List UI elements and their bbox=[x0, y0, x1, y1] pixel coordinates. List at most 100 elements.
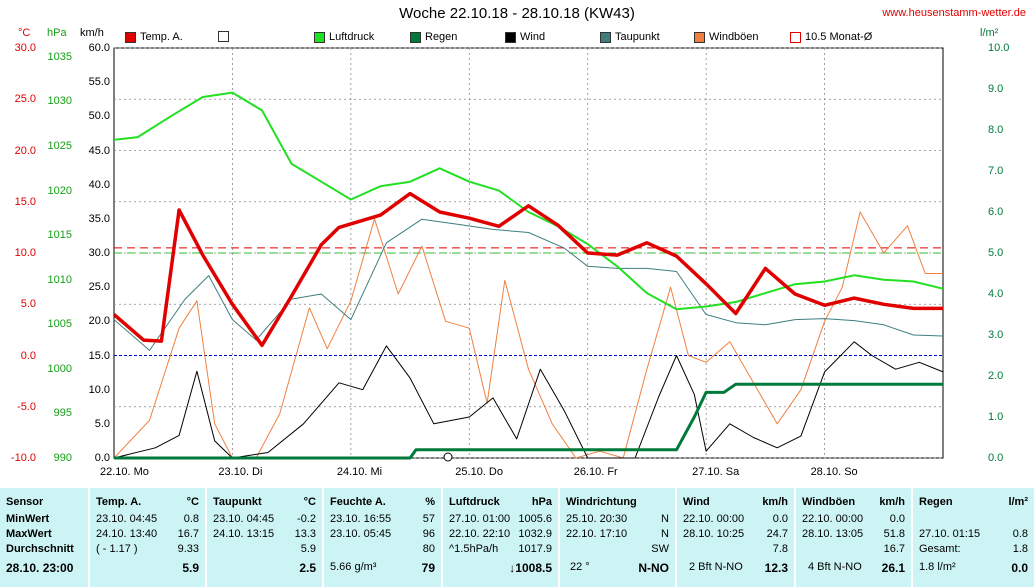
temp-tick-label: -10.0 bbox=[10, 452, 36, 464]
stats-wind-max: 28.10. 10:25 24.7 bbox=[683, 528, 788, 540]
stats-wind-column: Wind km/h 22.10. 00:00 0.0 28.10. 10:25 24.… bbox=[677, 488, 794, 587]
pressure-tick-label: 1020 bbox=[47, 184, 72, 197]
legend-item bbox=[218, 31, 233, 42]
pressure-tick-label: 1035 bbox=[47, 50, 72, 63]
stats-separator bbox=[794, 488, 796, 587]
stats-dew-min: 23.10. 04:45 -0.2 bbox=[213, 513, 316, 525]
stats-header-gust: Windböen km/h bbox=[802, 496, 905, 508]
stats-pressure-column: Luftdruck hPa 27.10. 01:00 1005.6 22.10. 2… bbox=[443, 488, 558, 587]
rain-tick-label: 6.0 bbox=[988, 206, 1004, 218]
stats-gust-min: 22.10. 00:00 0.0 bbox=[802, 513, 905, 525]
stats-gust-max: 28.10. 13:05 51.8 bbox=[802, 528, 905, 540]
legend-item: Regen bbox=[410, 31, 457, 43]
stats-separator bbox=[675, 488, 677, 587]
x-day-label: 22.10. Mo bbox=[100, 466, 149, 478]
stats-humidity-column: Feuchte A.% 23.10. 16:55 57 23.10. 05:45 9… bbox=[324, 488, 441, 587]
stats-dew-column: Taupunkt °C 23.10. 04:45 -0.2 24.10. 13:15… bbox=[207, 488, 322, 587]
stats-winddir-current: 22 ° N-NO bbox=[570, 561, 669, 575]
legend-label: Windböen bbox=[709, 31, 759, 43]
stats-hum-max: 23.10. 05:45 96 bbox=[330, 528, 435, 540]
x-day-label: 24.10. Mi bbox=[336, 466, 383, 478]
pressure-tick-label: 1015 bbox=[47, 229, 72, 242]
stats-temp-avg: ( - 1.17 ) 9.33 bbox=[96, 543, 199, 555]
stats-separator bbox=[205, 488, 207, 587]
stats-header-winddir: Windrichtung bbox=[566, 496, 637, 508]
stats-hum-min: 23.10. 16:55 57 bbox=[330, 513, 435, 525]
legend-item: Temp. A. bbox=[125, 31, 183, 43]
wind-tick-label: 5.0 bbox=[94, 417, 110, 430]
site-link[interactable]: www.heusenstamm-wetter.de bbox=[882, 7, 1026, 19]
x-day-label: 28.10. So bbox=[810, 466, 858, 478]
stats-header-sensor: Sensor bbox=[6, 496, 44, 508]
stats-separator bbox=[558, 488, 560, 587]
pressure-series-line bbox=[113, 91, 944, 311]
pressure-tick-label: 995 bbox=[53, 407, 72, 420]
gust-series-line bbox=[113, 211, 943, 459]
stats-header-humidity: Feuchte A.% bbox=[330, 496, 435, 508]
legend-item: Wind bbox=[505, 31, 545, 43]
wind-tick-label: 60.0 bbox=[88, 42, 110, 54]
stats-rain-current: 1.8 l/m² 0.0 bbox=[919, 561, 1028, 575]
stats-temp-min: 23.10. 04:45 0.8 bbox=[96, 513, 199, 525]
temp-unit-label: °C bbox=[18, 27, 31, 39]
rain-unit-label: l/m² bbox=[980, 27, 999, 39]
stats-press-avg: ^1.5hPa/h 1017.9 bbox=[449, 543, 552, 555]
rain-tick-label: 10.0 bbox=[988, 42, 1010, 54]
temperature-series-line bbox=[112, 191, 943, 348]
legend-swatch bbox=[125, 31, 136, 43]
pressure-tick-label: 1005 bbox=[47, 318, 72, 331]
wind-tick-label: 50.0 bbox=[88, 110, 110, 123]
legend-item: Luftdruck bbox=[314, 31, 374, 43]
wind-tick-label: 20.0 bbox=[88, 315, 110, 328]
legend-label: Luftdruck bbox=[329, 31, 375, 43]
legend-label: Regen bbox=[425, 31, 458, 43]
wind-series-line bbox=[113, 341, 944, 459]
rain-tick-label: 0.0 bbox=[988, 452, 1004, 464]
stats-temp-current: 5.9 bbox=[182, 561, 199, 575]
wind-tick-label: 30.0 bbox=[88, 247, 110, 259]
pressure-tick-label: 990 bbox=[53, 452, 72, 464]
wind-tick-label: 0.0 bbox=[94, 452, 110, 464]
temp-tick-label: 10.0 bbox=[14, 247, 36, 259]
stats-press-current: ↓1008.5 bbox=[509, 561, 552, 575]
temp-tick-label: -5.0 bbox=[17, 400, 36, 413]
stats-rain-max: 27.10. 01:15 0.8 bbox=[919, 528, 1028, 540]
stats-header-dew: Taupunkt °C bbox=[213, 496, 316, 508]
legend-swatch bbox=[218, 31, 229, 42]
stats-dew-current: 2.5 bbox=[299, 561, 316, 575]
stats-sensor-column: Sensor MinWert MaxWert Durchschnitt 28.1… bbox=[0, 488, 88, 587]
rain-tick-label: 4.0 bbox=[988, 288, 1004, 300]
stats-wind-avg: 7.8 bbox=[772, 543, 788, 555]
stats-header-rain: Regen l/m² bbox=[919, 496, 1028, 508]
wind-tick-label: 15.0 bbox=[88, 349, 110, 362]
stats-winddir-avg: SW bbox=[651, 543, 669, 555]
stats-header-pressure: Luftdruck hPa bbox=[449, 496, 552, 508]
x-day-label: 27.10. Sa bbox=[692, 466, 740, 478]
legend-label: Wind bbox=[520, 31, 546, 43]
stats-dew-max: 24.10. 13:15 13.3 bbox=[213, 528, 316, 540]
wind-tick-label: 55.0 bbox=[88, 76, 110, 89]
legend-item: Windböen bbox=[694, 31, 759, 43]
legend-label: 10.5 Monat-Ø bbox=[805, 31, 873, 43]
stats-wind-min: 22.10. 00:00 0.0 bbox=[683, 513, 788, 525]
stats-gust-avg: 16.7 bbox=[883, 543, 905, 555]
temp-tick-label: 25.0 bbox=[14, 93, 36, 106]
stats-winddir-column: Windrichtung 25.10. 20:30 N 22.10. 17:10 N… bbox=[560, 488, 675, 587]
stats-winddir-max: 22.10. 17:10 N bbox=[566, 528, 669, 540]
rain-tick-label: 7.0 bbox=[988, 165, 1004, 177]
rain-tick-label: 9.0 bbox=[988, 83, 1004, 95]
stats-temp-column: Temp. A. °C 23.10. 04:45 0.8 24.10. 13:40 1… bbox=[90, 488, 205, 587]
stats-temp-max: 24.10. 13:40 16.7 bbox=[96, 528, 199, 540]
legend-swatch bbox=[600, 31, 611, 43]
stats-rain-total: Gesamt: 1.8 bbox=[919, 543, 1028, 555]
stats-rain-column: Regen l/m² 27.10. 01:15 0.8 Gesamt: 1.8 1.8… bbox=[913, 488, 1034, 587]
legend-label: Taupunkt bbox=[615, 31, 660, 43]
rain-series-line bbox=[114, 382, 943, 460]
wind-tick-label: 25.0 bbox=[88, 281, 110, 294]
x-day-label: 26.10. Fr bbox=[573, 466, 618, 478]
stats-separator bbox=[911, 488, 913, 587]
temp-tick-label: 20.0 bbox=[14, 144, 36, 157]
rain-tick-label: 1.0 bbox=[988, 411, 1004, 423]
temp-tick-label: 30.0 bbox=[14, 42, 36, 54]
x-day-label: 25.10. Do bbox=[455, 466, 503, 478]
